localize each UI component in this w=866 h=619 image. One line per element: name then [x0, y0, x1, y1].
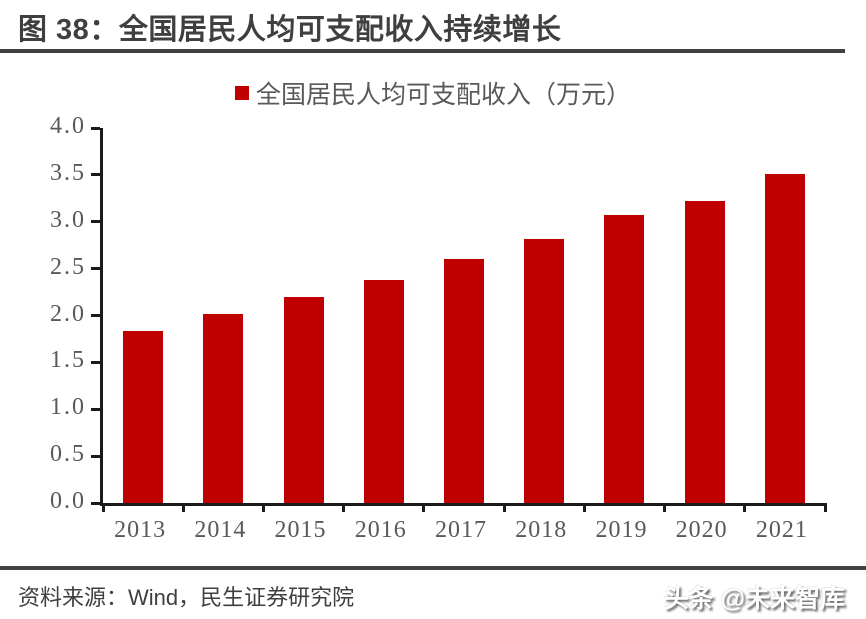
y-axis-tick-label: 2.0: [50, 300, 86, 327]
source-note: 资料来源：Wind，民生证券研究院: [18, 585, 355, 610]
x-axis-tick: [502, 503, 506, 512]
y-axis-tick: [91, 267, 100, 271]
x-axis-category-label: 2020: [675, 517, 728, 543]
legend-swatch-icon: [234, 86, 249, 100]
figure-title: 图 38：全国居民人均可支配收入持续增长: [18, 14, 562, 46]
y-axis-tick-label: 1.0: [50, 394, 86, 421]
y-axis-tick-label: 3.0: [50, 206, 86, 233]
x-axis-tick: [663, 503, 667, 512]
title-underline-rule: [0, 49, 845, 53]
y-axis-tick-label: 0.5: [50, 441, 86, 468]
y-axis-tick-label: 0.0: [50, 488, 86, 514]
x-axis-category-label: 2015: [274, 517, 327, 543]
bar-2021: [764, 173, 805, 503]
legend-label: 全国居民人均可支配收入（万元）: [255, 81, 631, 109]
y-axis-tick: [91, 360, 100, 364]
y-axis-tick: [91, 220, 100, 224]
x-axis-tick: [582, 503, 586, 512]
y-axis-tick: [91, 314, 100, 317]
y-axis-tick: [91, 454, 100, 458]
x-axis-tick: [261, 503, 265, 512]
x-axis-category-label: 2016: [354, 517, 407, 543]
x-axis-tick: [743, 503, 747, 512]
x-axis-tick: [422, 503, 426, 512]
y-axis-tick-label: 2.5: [50, 253, 86, 280]
footer-divider-rule: [0, 566, 866, 570]
x-axis-tick: [823, 503, 827, 512]
y-axis-tick-label: 4.0: [50, 113, 86, 139]
x-axis-category-label: 2013: [114, 517, 167, 543]
watermark: 头条 @未来智库: [663, 585, 845, 613]
x-axis-category-label: 2018: [515, 517, 568, 543]
x-axis-category-label: 2017: [434, 517, 487, 543]
bar-2020: [684, 201, 725, 503]
y-axis-tick: [91, 126, 100, 130]
y-axis-tick-label: 1.5: [50, 347, 86, 374]
y-axis-tick: [91, 501, 100, 505]
bar-2016: [363, 279, 404, 503]
bar-2018: [524, 238, 565, 503]
y-axis-labels: 0.0 0.5 1.0 1.5 2.0 2.5 3.0 3.5 4.0: [0, 113, 86, 514]
x-axis-category-label: 2019: [595, 517, 648, 543]
x-axis-labels: 2013 2014 2015 2016 2017 2018 2019 2020 2021: [100, 517, 822, 549]
chart-legend: 全国居民人均可支配收入（万元）: [0, 76, 866, 110]
bar-2014: [203, 313, 244, 503]
y-axis-tick: [91, 407, 100, 411]
x-axis-tick: [101, 503, 105, 512]
x-axis-tick: [181, 503, 185, 512]
x-axis-category-label: 2014: [194, 517, 247, 543]
plot-area: [91, 126, 827, 512]
bar-2013: [123, 331, 164, 503]
x-axis-tick: [342, 503, 346, 512]
bar-2017: [444, 259, 484, 503]
x-axis-category-label: 2021: [755, 517, 808, 543]
bar-2019: [604, 215, 645, 503]
bar-2015: [283, 296, 324, 503]
y-axis-tick-label: 3.5: [50, 159, 86, 186]
y-axis-tick: [91, 173, 100, 177]
